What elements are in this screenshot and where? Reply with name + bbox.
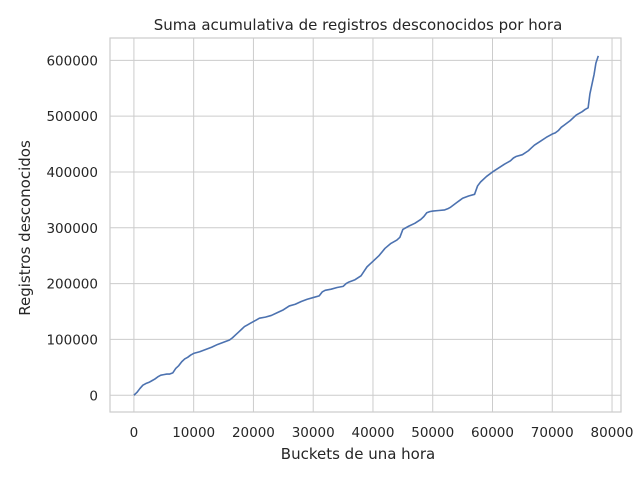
- y-tick-labels: 0 100000 200000 300000 400000 500000 600000: [46, 53, 98, 404]
- x-tick-label: 10000: [172, 425, 215, 441]
- x-tick-label: 30000: [292, 425, 335, 441]
- grid: [110, 38, 621, 412]
- x-tick-label: 60000: [471, 425, 514, 441]
- x-tick-label: 50000: [411, 425, 454, 441]
- series-line: [133, 55, 600, 396]
- x-tick-label: 70000: [531, 425, 574, 441]
- plot-frame: [109, 37, 622, 413]
- x-axis-label: Buckets de una hora: [281, 445, 435, 463]
- x-tick-labels: 0 10000 20000 30000 40000 50000 60000 70000 8000…: [130, 425, 634, 441]
- y-tick-label: 200000: [46, 277, 98, 293]
- y-tick-label: 300000: [46, 221, 98, 237]
- x-tick-label: 80000: [591, 425, 634, 441]
- y-axis-label: Registros desconocidos: [16, 140, 34, 316]
- y-tick-label: 100000: [46, 332, 98, 348]
- y-tick-label: 400000: [46, 165, 98, 181]
- chart-title: Suma acumulativa de registros desconocid…: [154, 16, 563, 34]
- y-tick-label: 600000: [46, 53, 98, 69]
- x-tick-label: 20000: [232, 425, 275, 441]
- x-tick-label: 0: [130, 425, 139, 441]
- y-tick-label: 500000: [46, 109, 98, 125]
- x-tick-label: 40000: [351, 425, 394, 441]
- y-tick-label: 0: [89, 388, 98, 404]
- series-group: [133, 55, 600, 396]
